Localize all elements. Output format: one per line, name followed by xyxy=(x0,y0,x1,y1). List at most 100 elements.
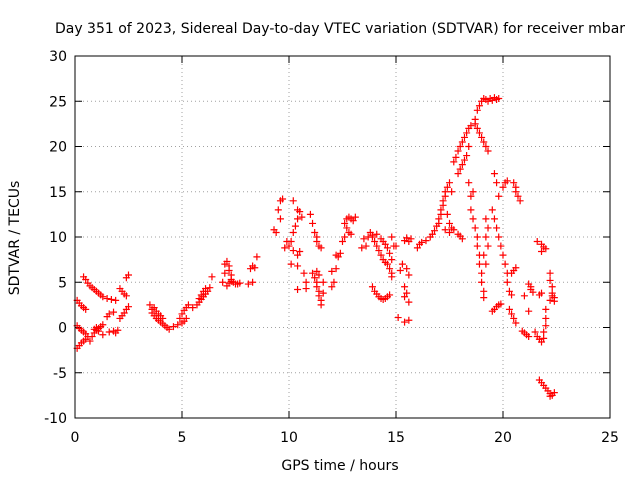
data-point xyxy=(550,297,558,305)
data-point xyxy=(184,301,192,309)
data-point xyxy=(279,195,287,203)
data-point xyxy=(92,324,100,331)
data-point xyxy=(488,206,496,214)
data-point xyxy=(546,392,554,400)
data-point xyxy=(125,271,132,279)
data-point xyxy=(298,213,306,221)
y-axis-label: SDTVAR / TECUs xyxy=(7,181,23,296)
y-tick-label: 20 xyxy=(49,140,67,156)
data-point xyxy=(150,304,158,312)
data-point xyxy=(281,244,289,252)
x-axis-label: GPS time / hours xyxy=(281,458,398,474)
data-point xyxy=(525,307,533,315)
data-point xyxy=(403,234,411,242)
data-point xyxy=(165,325,173,333)
data-point xyxy=(473,233,481,241)
data-point xyxy=(349,217,357,225)
data-point xyxy=(334,253,342,261)
data-point xyxy=(542,314,550,322)
data-point xyxy=(368,283,376,291)
data-point xyxy=(499,183,507,191)
data-point xyxy=(529,288,537,296)
data-point xyxy=(315,292,323,300)
data-point xyxy=(441,188,449,196)
data-point xyxy=(473,242,481,250)
data-point xyxy=(512,188,520,196)
data-point xyxy=(386,265,394,273)
data-point xyxy=(341,233,349,241)
y-tick-label: 30 xyxy=(49,49,67,65)
data-point xyxy=(336,249,344,257)
data-point xyxy=(475,129,483,137)
data-point xyxy=(221,269,229,277)
data-point xyxy=(533,238,541,246)
data-point xyxy=(480,138,488,146)
data-point xyxy=(122,292,130,300)
data-point xyxy=(443,183,451,191)
data-point xyxy=(520,292,528,300)
data-point xyxy=(441,226,449,234)
data-point xyxy=(249,278,257,286)
data-point xyxy=(490,215,498,223)
data-point xyxy=(482,260,490,268)
data-point xyxy=(407,235,415,243)
data-point xyxy=(471,120,479,128)
data-point xyxy=(460,133,468,141)
data-point xyxy=(274,206,282,214)
data-point xyxy=(428,230,436,238)
data-point xyxy=(439,197,447,205)
data-point xyxy=(538,247,546,255)
data-point xyxy=(189,304,197,312)
data-point xyxy=(540,334,548,342)
data-point xyxy=(388,233,396,241)
data-point xyxy=(294,251,302,259)
data-point xyxy=(525,333,533,341)
data-point xyxy=(358,244,366,252)
data-point xyxy=(294,285,302,293)
data-point xyxy=(291,222,299,230)
data-point xyxy=(413,244,421,252)
data-point xyxy=(460,156,468,164)
data-point xyxy=(508,291,516,299)
data-point xyxy=(208,273,216,281)
data-point xyxy=(105,310,113,318)
data-point xyxy=(347,230,355,238)
data-point xyxy=(302,278,310,286)
data-point xyxy=(82,276,90,284)
data-point xyxy=(478,269,486,277)
data-point xyxy=(473,106,481,114)
data-point xyxy=(99,293,107,301)
data-point xyxy=(480,294,488,302)
data-point xyxy=(510,314,518,322)
data-point xyxy=(497,242,505,250)
data-point xyxy=(300,269,308,277)
data-point xyxy=(458,138,466,146)
data-point xyxy=(480,287,488,295)
data-point xyxy=(125,303,132,311)
data-point xyxy=(495,233,503,241)
data-point xyxy=(401,318,409,326)
data-point xyxy=(309,269,317,277)
data-point xyxy=(418,238,426,246)
data-point xyxy=(392,242,400,250)
data-point xyxy=(542,322,550,330)
data-point xyxy=(332,265,340,273)
data-point xyxy=(107,295,115,303)
data-point xyxy=(182,314,190,322)
data-point xyxy=(339,238,346,246)
axis-ticks xyxy=(74,55,611,419)
data-point xyxy=(88,333,96,341)
data-point xyxy=(311,228,319,236)
data-point xyxy=(289,228,297,236)
data-point xyxy=(471,224,479,232)
data-point xyxy=(176,314,184,322)
data-point xyxy=(383,260,391,268)
data-point xyxy=(388,256,396,264)
data-point xyxy=(512,264,520,272)
data-point xyxy=(82,335,90,343)
data-point xyxy=(516,197,524,205)
data-point xyxy=(95,327,103,335)
data-point xyxy=(371,238,379,246)
data-point xyxy=(368,231,376,239)
